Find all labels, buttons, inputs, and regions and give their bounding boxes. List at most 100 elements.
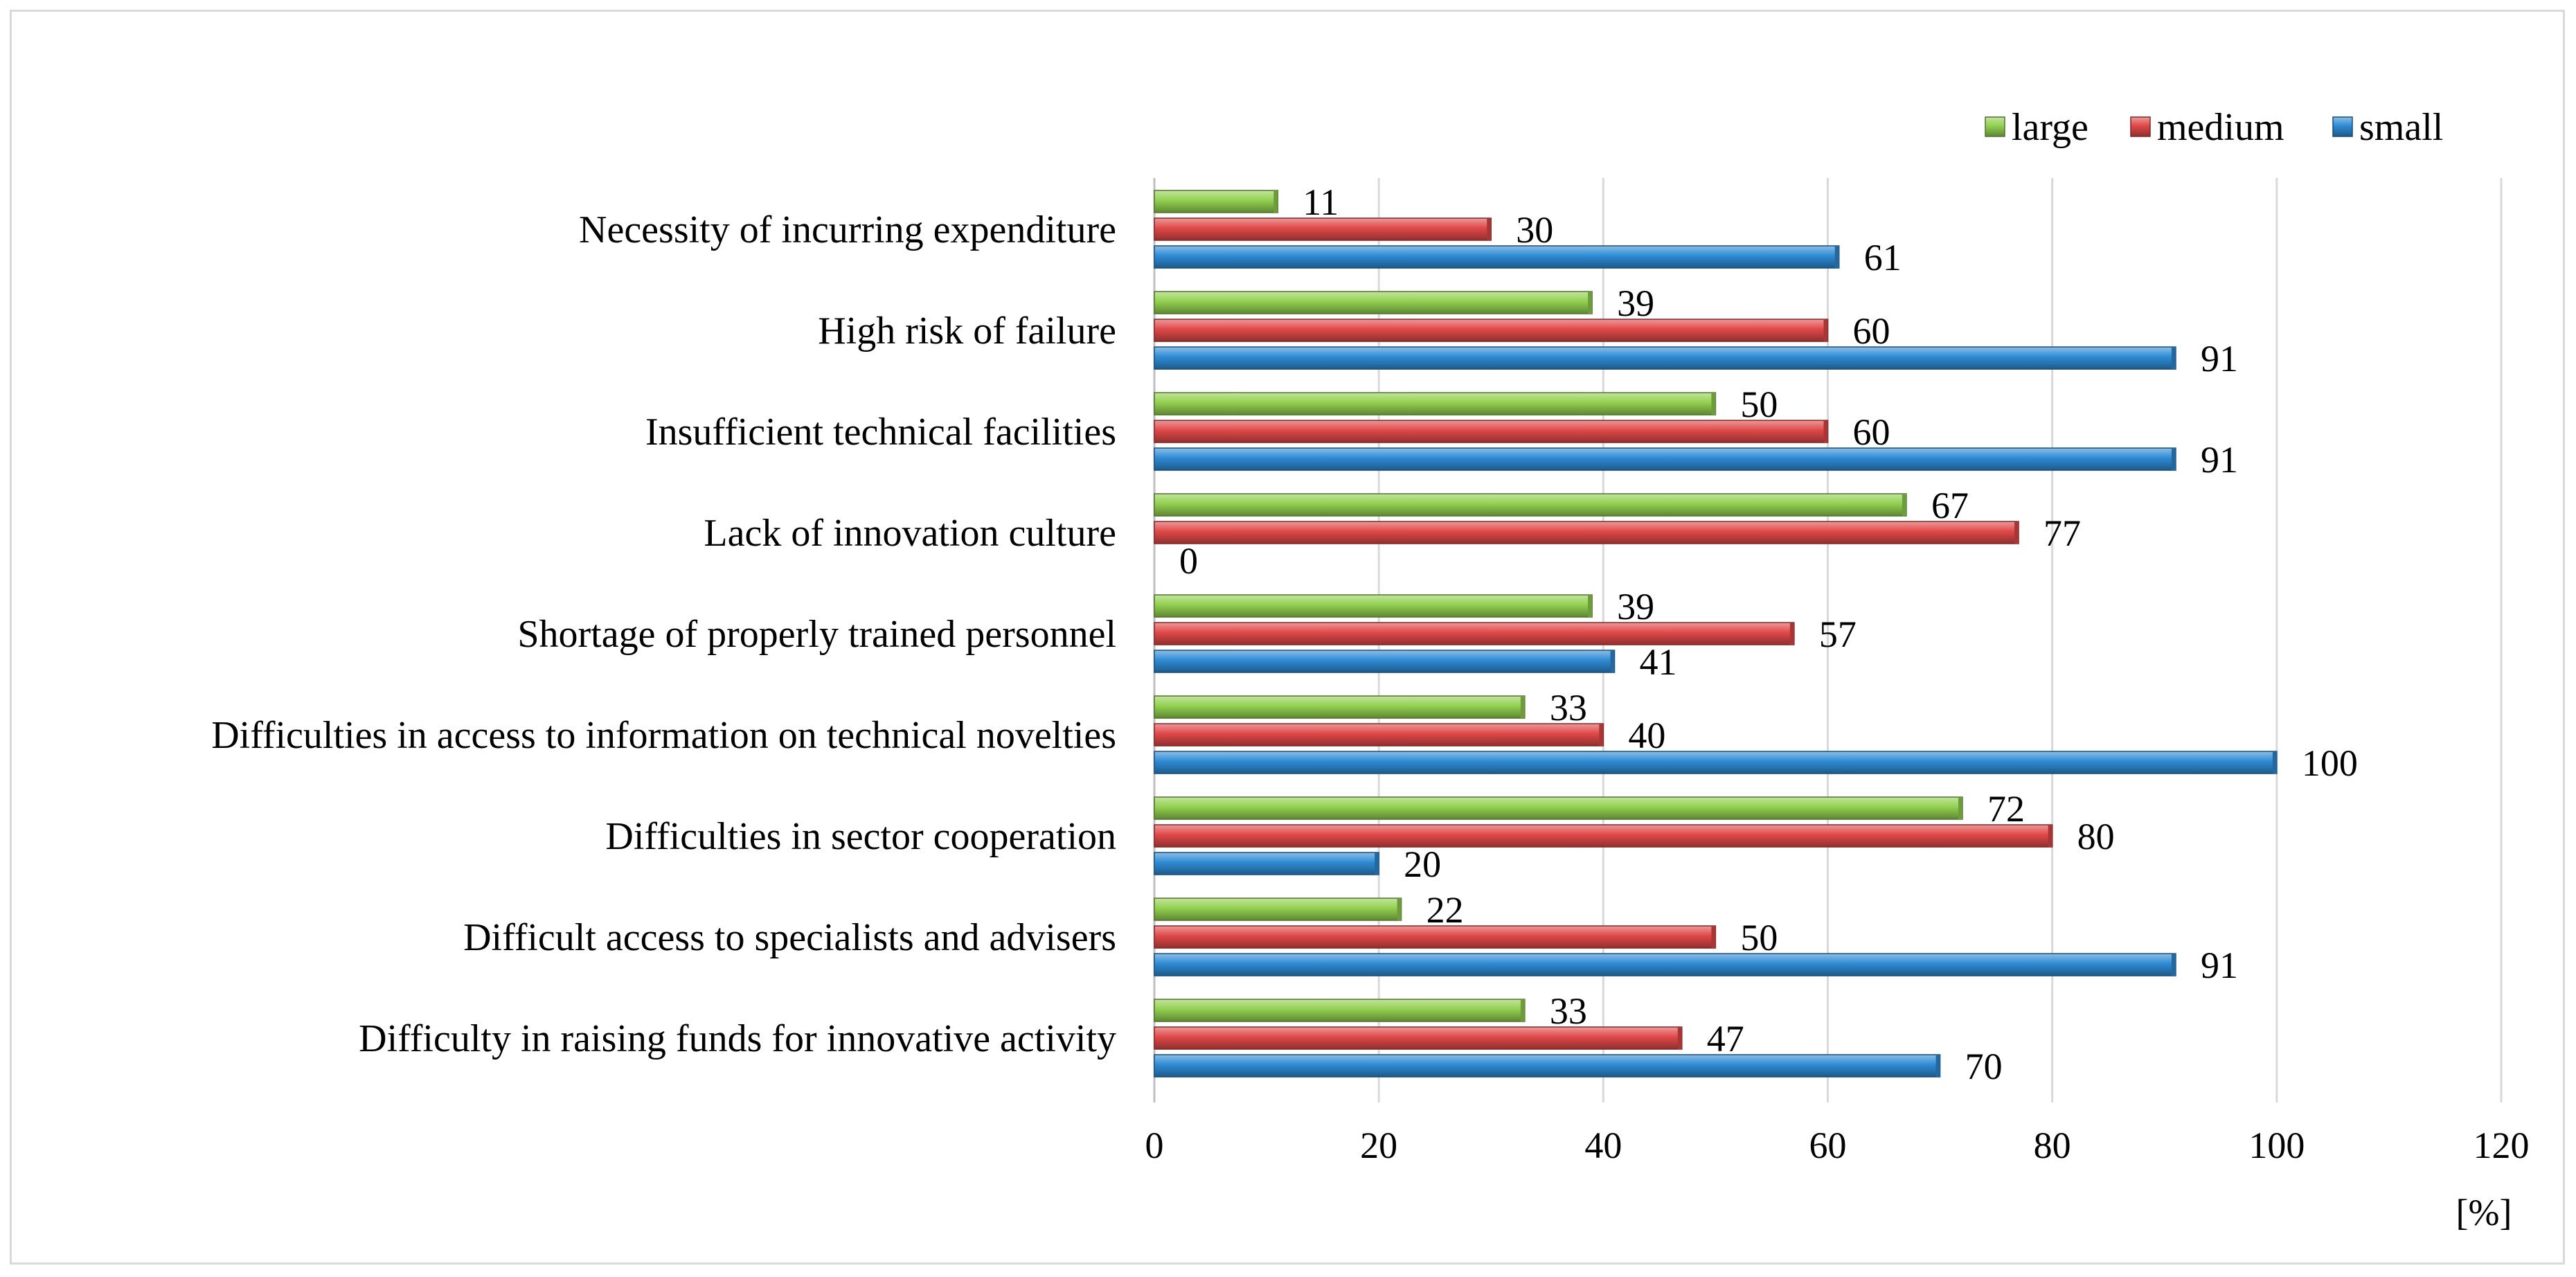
bar-cap — [1588, 595, 1593, 617]
bar-medium — [1154, 723, 1604, 747]
category-label: High risk of failure — [818, 310, 1116, 352]
bar-cap — [1711, 393, 1716, 415]
value-label-small: 91 — [2201, 338, 2238, 379]
bar-medium — [1154, 521, 2019, 544]
value-label-medium: 57 — [1819, 614, 1857, 655]
bar-small — [1154, 852, 1379, 875]
bar-small — [1154, 650, 1616, 673]
bar-medium — [1154, 622, 1795, 645]
value-label-small: 100 — [2302, 742, 2358, 784]
bar-cap — [1823, 420, 1828, 443]
bar-large — [1154, 493, 1907, 517]
x-tick-label: 120 — [2474, 1125, 2530, 1166]
bar-large — [1154, 190, 1279, 213]
category-label: Shortage of properly trained personnel — [517, 613, 1116, 656]
legend-swatch-small — [2332, 116, 2353, 137]
value-label-large: 33 — [1550, 687, 1587, 729]
x-tick-label: 60 — [1809, 1125, 1847, 1166]
bar-cap — [1487, 218, 1492, 240]
bar-cap — [2014, 521, 2019, 544]
bar-small — [1154, 346, 2176, 370]
bar-cap — [1375, 852, 1379, 875]
bar-chart: 0 20 40 60 80 100 120 [%] Necessity of incurring… — [211, 106, 2529, 1233]
bar-cap — [1588, 292, 1593, 314]
bar-large — [1154, 392, 1717, 416]
category-label: Insufficient technical facilities — [645, 411, 1116, 454]
bar-large — [1154, 999, 1526, 1022]
bar-cap — [2171, 347, 2176, 369]
value-label-small: 91 — [2201, 439, 2238, 481]
bar-small — [1154, 447, 2176, 471]
bar-small — [1154, 245, 1840, 269]
bar-cap — [1610, 650, 1615, 672]
category-label: Difficult access to specialists and advi… — [463, 916, 1116, 959]
chart-frame: 0 20 40 60 80 100 120 [%] Necessity of incurring… — [10, 10, 2565, 1265]
value-label-large: 72 — [1987, 788, 2025, 830]
bar-cap — [1823, 319, 1828, 341]
category-label: Necessity of incurring expenditure — [579, 208, 1116, 251]
value-label-small: 41 — [1640, 641, 1677, 683]
category-label: Difficulties in access to information on… — [211, 714, 1116, 757]
value-label-medium: 77 — [2043, 512, 2081, 554]
value-label-medium: 40 — [1628, 715, 1665, 756]
bar-cap — [1520, 999, 1525, 1021]
bar-medium — [1154, 1026, 1683, 1050]
legend-swatch-medium — [2130, 116, 2151, 137]
bar-cap — [1677, 1027, 1682, 1049]
bar-cap — [1520, 696, 1525, 718]
value-label-medium: 50 — [1740, 917, 1778, 958]
value-label-small: 61 — [1864, 237, 1902, 278]
x-axis-label: [%] — [2456, 1192, 2512, 1233]
value-label-large: 22 — [1426, 889, 1464, 931]
value-label-large: 39 — [1617, 586, 1654, 627]
bar-medium — [1154, 217, 1492, 241]
value-label-medium: 30 — [1516, 209, 1553, 251]
bar-large — [1154, 796, 1963, 820]
value-label-large: 11 — [1303, 181, 1339, 223]
bar-medium — [1154, 925, 1717, 949]
bar-cap — [1789, 623, 1794, 645]
labels: 0 20 40 60 80 100 120 [%] Necessity of incurring… — [211, 181, 2529, 1233]
category-label: Difficulty in raising funds for innovati… — [359, 1017, 1116, 1060]
legend-label-large: large — [2012, 106, 2088, 149]
bar-small — [1154, 751, 2278, 774]
bar-cap — [1599, 724, 1604, 746]
x-tick-label: 40 — [1584, 1125, 1622, 1166]
value-label-medium: 60 — [1853, 411, 1890, 453]
bar-cap — [1935, 1055, 1940, 1077]
bar-cap — [1902, 494, 1906, 516]
x-tick-label: 80 — [2034, 1125, 2071, 1166]
bar-cap — [2048, 825, 2052, 847]
x-tick-label: 100 — [2248, 1125, 2305, 1166]
x-tick-label: 0 — [1145, 1125, 1164, 1166]
legend-swatch-large — [1985, 116, 2005, 137]
legend-label-medium: medium — [2157, 106, 2284, 149]
value-label-large: 50 — [1740, 384, 1778, 425]
value-label-small: 20 — [1404, 843, 1441, 885]
bar-medium — [1154, 319, 1829, 342]
bar-large — [1154, 898, 1402, 921]
bar-small — [1154, 1054, 1941, 1078]
legend: large medium small — [1985, 106, 2443, 149]
bar-large — [1154, 695, 1526, 719]
bar-cap — [2171, 954, 2176, 976]
value-label-medium: 60 — [1853, 310, 1890, 352]
value-label-large: 67 — [1931, 485, 1969, 526]
x-tick-label: 20 — [1360, 1125, 1397, 1166]
value-label-medium: 47 — [1707, 1018, 1744, 1060]
value-label-medium: 80 — [2077, 816, 2115, 857]
value-label-small: 91 — [2201, 945, 2238, 986]
legend-label-small: small — [2359, 106, 2443, 149]
category-label: Lack of innovation culture — [704, 512, 1116, 555]
bar-large — [1154, 291, 1593, 314]
value-label-small: 70 — [1965, 1046, 2003, 1087]
value-label-small: 0 — [1179, 540, 1198, 582]
bar-medium — [1154, 420, 1829, 443]
bar-cap — [1834, 246, 1839, 268]
bar-medium — [1154, 824, 2053, 848]
bar-cap — [2171, 448, 2176, 470]
bar-small — [1154, 953, 2176, 976]
bars — [1154, 190, 2278, 1078]
bar-cap — [1958, 797, 1962, 819]
value-label-large: 39 — [1617, 283, 1654, 324]
